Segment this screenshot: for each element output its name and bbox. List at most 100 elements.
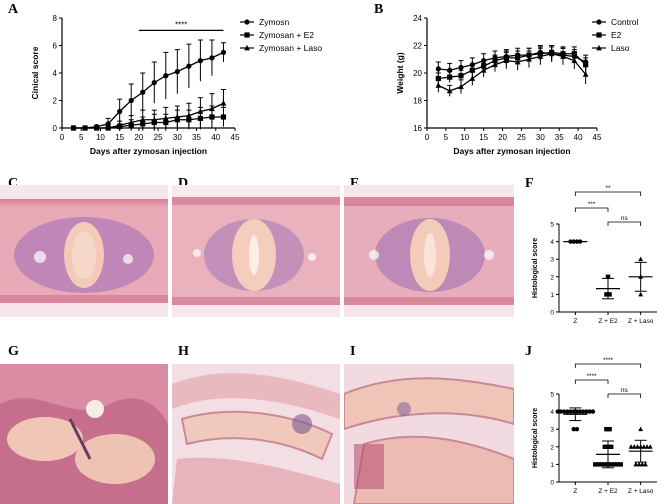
x-tick-label: 45 xyxy=(231,133,240,142)
data-point xyxy=(609,444,614,449)
data-point xyxy=(548,50,555,57)
comparison-bracket xyxy=(607,221,642,226)
panel-label-d: D xyxy=(178,176,189,191)
y-axis-label: Cinical score xyxy=(30,46,40,99)
series-2 xyxy=(435,45,589,97)
y-tick-label: 0 xyxy=(53,124,58,133)
x-axis-label: Days after zymosan injection xyxy=(453,146,570,156)
category-label: Z + E2 xyxy=(598,318,618,325)
histology-image-i xyxy=(344,364,514,504)
data-point xyxy=(574,409,580,414)
data-point xyxy=(628,444,634,449)
data-point xyxy=(607,427,612,432)
data-point xyxy=(105,124,111,131)
data-point xyxy=(128,119,135,125)
comparison-label: *** xyxy=(588,201,596,208)
comparison-label: ns xyxy=(621,215,629,222)
comparison-bracket xyxy=(574,379,609,384)
x-tick-label: 35 xyxy=(192,133,201,142)
x-tick-label: 35 xyxy=(555,133,564,142)
data-point xyxy=(639,461,645,467)
data-point xyxy=(612,462,617,467)
category-label: Z xyxy=(573,318,577,325)
data-point xyxy=(636,461,642,467)
data-point xyxy=(458,64,464,71)
histology-image-g xyxy=(0,364,168,504)
panel-label-j: J xyxy=(525,344,532,359)
data-point xyxy=(70,124,77,131)
group-0 xyxy=(555,407,596,432)
data-point xyxy=(587,409,592,414)
data-point xyxy=(162,115,169,121)
panel-label-i: I xyxy=(350,344,356,359)
data-point xyxy=(571,57,578,63)
data-point xyxy=(638,426,644,432)
data-point xyxy=(469,75,476,81)
data-point xyxy=(447,74,453,80)
series-1 xyxy=(70,105,227,131)
group-0 xyxy=(563,239,588,244)
data-point xyxy=(602,462,607,467)
data-point xyxy=(186,112,192,118)
x-tick-label: 40 xyxy=(574,133,583,142)
data-point xyxy=(128,97,134,104)
chart-f-histological-score: 0 1 2 3 4 5 Z Z + E2 Z + Laso Histological score *… xyxy=(532,185,657,325)
data-point xyxy=(565,409,570,414)
histology-image-c xyxy=(0,185,168,317)
y-axis-label: Histological score xyxy=(532,408,539,468)
data-point xyxy=(514,58,521,65)
data-point xyxy=(631,444,637,449)
data-point xyxy=(197,58,203,64)
chart-j-histological-score: 0 1 2 3 4 5 Z Z + E2 Z + Laso Histological score *… xyxy=(532,357,657,495)
comparison-label: ns xyxy=(621,387,629,394)
significance-label: **** xyxy=(175,20,187,29)
panel-label-g: G xyxy=(8,344,19,359)
histology-image-e xyxy=(344,185,514,317)
x-tick-label: 5 xyxy=(444,133,449,142)
legend-label: Control xyxy=(611,17,639,27)
x-tick-label: 15 xyxy=(115,133,124,142)
data-point xyxy=(480,67,487,73)
data-point xyxy=(596,462,601,467)
data-point xyxy=(607,292,612,297)
data-point xyxy=(590,409,596,414)
group-2 xyxy=(628,426,653,467)
data-point xyxy=(593,462,598,467)
comparison-label: **** xyxy=(603,357,614,364)
x-tick-label: 25 xyxy=(517,133,526,142)
data-point xyxy=(638,256,644,262)
data-point xyxy=(568,409,573,414)
data-point xyxy=(635,444,640,449)
legend-label: Zymosan + Laso xyxy=(259,43,322,53)
histology-image-d xyxy=(172,185,340,317)
data-point xyxy=(197,108,204,114)
legend-label: Zymosan + E2 xyxy=(259,30,314,40)
data-point xyxy=(458,83,464,90)
data-point xyxy=(220,100,227,106)
panel-label-c: C xyxy=(8,176,19,191)
comparison-label: ** xyxy=(605,185,611,192)
comparison-label: **** xyxy=(587,373,598,380)
data-point xyxy=(492,61,498,68)
y-axis-label: Histological score xyxy=(532,238,539,298)
x-tick-label: 5 xyxy=(79,133,84,142)
y-tick-label: 4 xyxy=(53,69,58,78)
data-point xyxy=(577,409,583,414)
data-point xyxy=(560,53,566,59)
data-point xyxy=(186,63,192,69)
data-point xyxy=(582,71,589,77)
data-point xyxy=(641,444,647,449)
legend-label: Laso xyxy=(611,43,630,53)
data-point xyxy=(615,462,620,467)
y-tick-label: 20 xyxy=(413,69,422,78)
data-point xyxy=(618,462,623,467)
legend-marker xyxy=(596,44,602,51)
data-point xyxy=(446,87,453,94)
y-tick-label: 8 xyxy=(53,14,58,23)
legend-marker xyxy=(596,19,602,25)
data-point xyxy=(140,89,146,95)
data-point xyxy=(633,461,639,467)
y-tick-label: 3 xyxy=(550,257,554,264)
data-point xyxy=(116,122,123,128)
data-point xyxy=(93,124,100,131)
